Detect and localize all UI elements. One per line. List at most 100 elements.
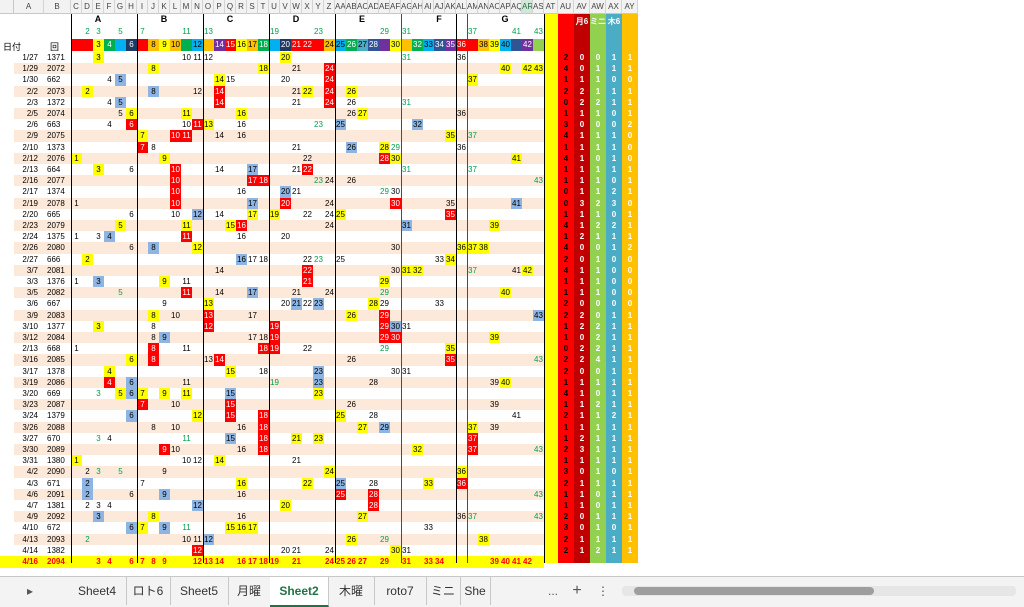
number-cell: 2 [85,501,90,510]
summary-cell: 1 [595,433,601,443]
round-cell: 1382 [47,545,65,555]
column-header[interactable]: AL [456,0,467,14]
column-header[interactable]: AB [346,0,357,14]
column-header[interactable]: E [93,0,104,14]
column-header[interactable]: AO [489,0,500,14]
column-header[interactable]: AX [606,0,622,14]
column-header[interactable]: AT [544,0,558,14]
column-header[interactable]: B [44,0,71,14]
column-header[interactable]: F [104,0,115,14]
column-header[interactable]: I [137,0,148,14]
tab-options-icon[interactable]: ⋮ [597,584,609,598]
column-header[interactable]: AE [379,0,390,14]
column-header[interactable]: T [258,0,269,14]
column-header[interactable]: Q [225,0,236,14]
column-header[interactable]: AF [390,0,401,14]
column-header[interactable]: AV [574,0,590,14]
sheet-tab[interactable]: Sheet5 [170,577,229,605]
number-cell: 30 [391,187,400,197]
column-header[interactable]: V [280,0,291,14]
sheet-tab[interactable]: ミニ [426,577,461,605]
column-header[interactable]: N [192,0,203,14]
column-header[interactable]: X [302,0,313,14]
column-header[interactable]: O [203,0,214,14]
column-header[interactable]: AJ [434,0,445,14]
summary-cell: 1 [627,209,633,219]
scrollbar-thumb[interactable] [634,587,874,595]
column-header[interactable]: Z [324,0,335,14]
summary-cell: 1 [563,288,569,298]
column-header[interactable]: Y [313,0,324,14]
column-header[interactable]: K [159,0,170,14]
sheet-tab[interactable]: 月曜 [228,577,271,605]
summary-cell: 3 [563,120,569,130]
column-header[interactable]: AQ [511,0,522,14]
number-cell: 11 [181,231,192,243]
sheet-tab[interactable]: Sheet4 [68,577,127,605]
number-cell: 24 [325,176,334,186]
horizontal-scrollbar[interactable] [622,586,1016,596]
summary-cell: 0 [611,109,617,118]
column-header[interactable]: J [148,0,159,14]
group-label: G [501,14,509,24]
summary-cell: 4 [563,243,569,253]
number-cell: 16 [237,232,246,242]
column-header[interactable]: G [115,0,126,14]
select-all-corner[interactable] [0,0,14,14]
tab-scroll-right-icon[interactable]: ▸ [26,584,34,598]
column-header[interactable]: AM [467,0,478,14]
summary-cell: 2 [563,254,569,264]
number-cell: 18 [258,175,269,187]
last-number-cell: 41 [512,557,521,566]
header-bar-cell [82,39,93,51]
summary-cell: 1 [611,445,617,454]
column-header[interactable]: AS [533,0,544,14]
column-header[interactable]: W [291,0,302,14]
group-label: E [358,14,365,24]
column-header[interactable]: AW [590,0,606,14]
column-header[interactable]: AI [423,0,434,14]
sheet-tab[interactable]: She [460,577,491,605]
number-cell: 42 [522,264,533,276]
round-cell: 1375 [47,232,65,242]
column-header[interactable]: D [82,0,93,14]
column-header[interactable]: AG [401,0,412,14]
more-tabs-button[interactable]: ... [547,584,558,598]
number-cell: 4 [104,365,115,377]
column-header[interactable]: AH [412,0,423,14]
sheet-tab[interactable]: 木曜 [328,577,375,605]
column-header[interactable]: AU [558,0,574,14]
summary-cell: 0 [579,53,585,62]
add-sheet-icon[interactable]: + [572,582,582,599]
column-header[interactable]: AK [445,0,456,14]
column-header[interactable]: AC [357,0,368,14]
column-header[interactable]: H [126,0,137,14]
sheet-tab[interactable]: ロト6 [126,577,171,605]
column-header[interactable]: P [214,0,225,14]
sheet-tab[interactable]: Sheet2 [270,577,329,607]
column-header[interactable]: U [269,0,280,14]
row-band [14,220,544,232]
number-cell: 22 [302,477,313,489]
column-header[interactable]: AD [368,0,379,14]
number-cell: 8 [148,63,159,75]
summary-cell: 1 [579,109,585,118]
column-header[interactable]: A [14,0,44,14]
column-header[interactable]: AY [622,0,638,14]
column-header[interactable]: S [247,0,258,14]
column-header[interactable]: AA [335,0,346,14]
column-header[interactable]: AR [522,0,533,14]
header-number: 37 [468,27,477,36]
column-header[interactable]: C [71,0,82,14]
number-cell: 16 [236,108,247,120]
number-cell: 23 [314,120,323,130]
column-header[interactable]: L [170,0,181,14]
summary-cell: 1 [563,433,569,443]
round-cell: 2087 [47,400,65,410]
spreadsheet-grid[interactable]: A B C D E F G H I J K L M N O P Q R S T U V W X Y Z AA AB AC AD AE AF AG… [0,0,1024,572]
column-header[interactable]: R [236,0,247,14]
column-header[interactable]: AN [478,0,489,14]
column-header[interactable]: AP [500,0,511,14]
column-header[interactable]: M [181,0,192,14]
sheet-tab[interactable]: roto7 [374,577,427,605]
